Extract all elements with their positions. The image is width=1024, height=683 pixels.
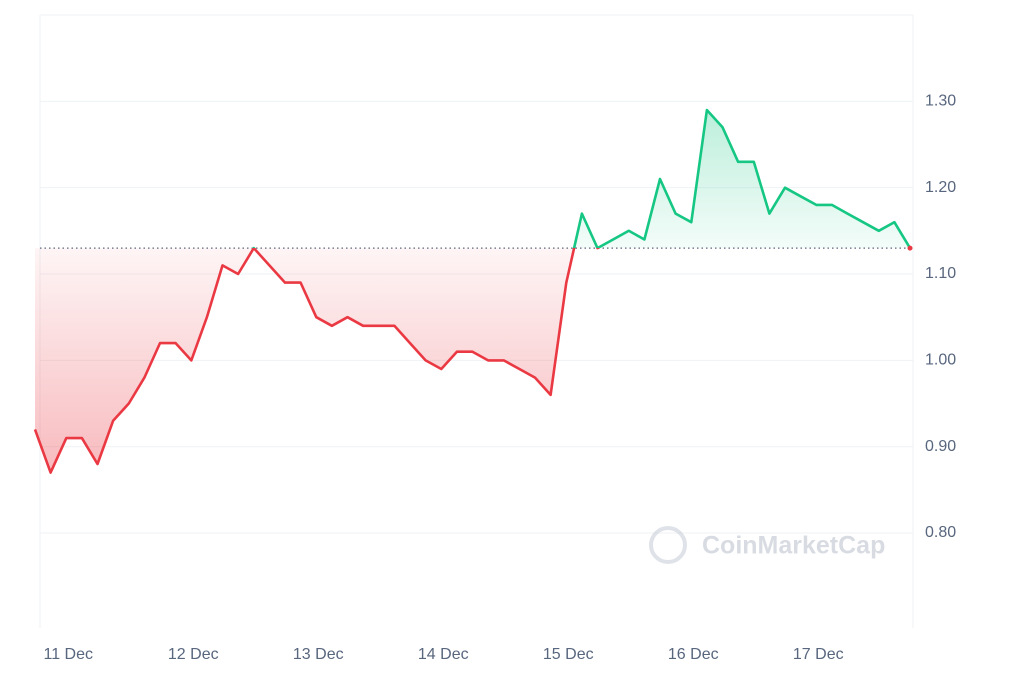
x-tick-label: 17 Dec xyxy=(793,646,844,663)
x-tick-label: 15 Dec xyxy=(543,646,594,663)
y-tick-label: 1.30 xyxy=(925,93,956,110)
x-tick-label: 11 Dec xyxy=(43,646,93,663)
watermark: CoinMarketCap xyxy=(649,526,885,564)
x-tick-label: 14 Dec xyxy=(418,646,469,663)
watermark-logo xyxy=(649,526,687,564)
y-tick-label: 0.90 xyxy=(925,438,956,455)
x-tick-label: 16 Dec xyxy=(668,646,719,663)
y-tick-label: 1.00 xyxy=(925,352,956,369)
price-line xyxy=(33,108,912,474)
x-tick-label: 13 Dec xyxy=(293,646,344,663)
area xyxy=(35,110,910,473)
last-point xyxy=(907,245,913,251)
y-tick-label: 1.10 xyxy=(925,265,956,282)
watermark-text: CoinMarketCap xyxy=(702,532,885,560)
x-tick-label: 12 Dec xyxy=(168,646,219,663)
y-tick-label: 1.20 xyxy=(925,179,956,196)
y-tick-label: 0.80 xyxy=(925,524,956,541)
